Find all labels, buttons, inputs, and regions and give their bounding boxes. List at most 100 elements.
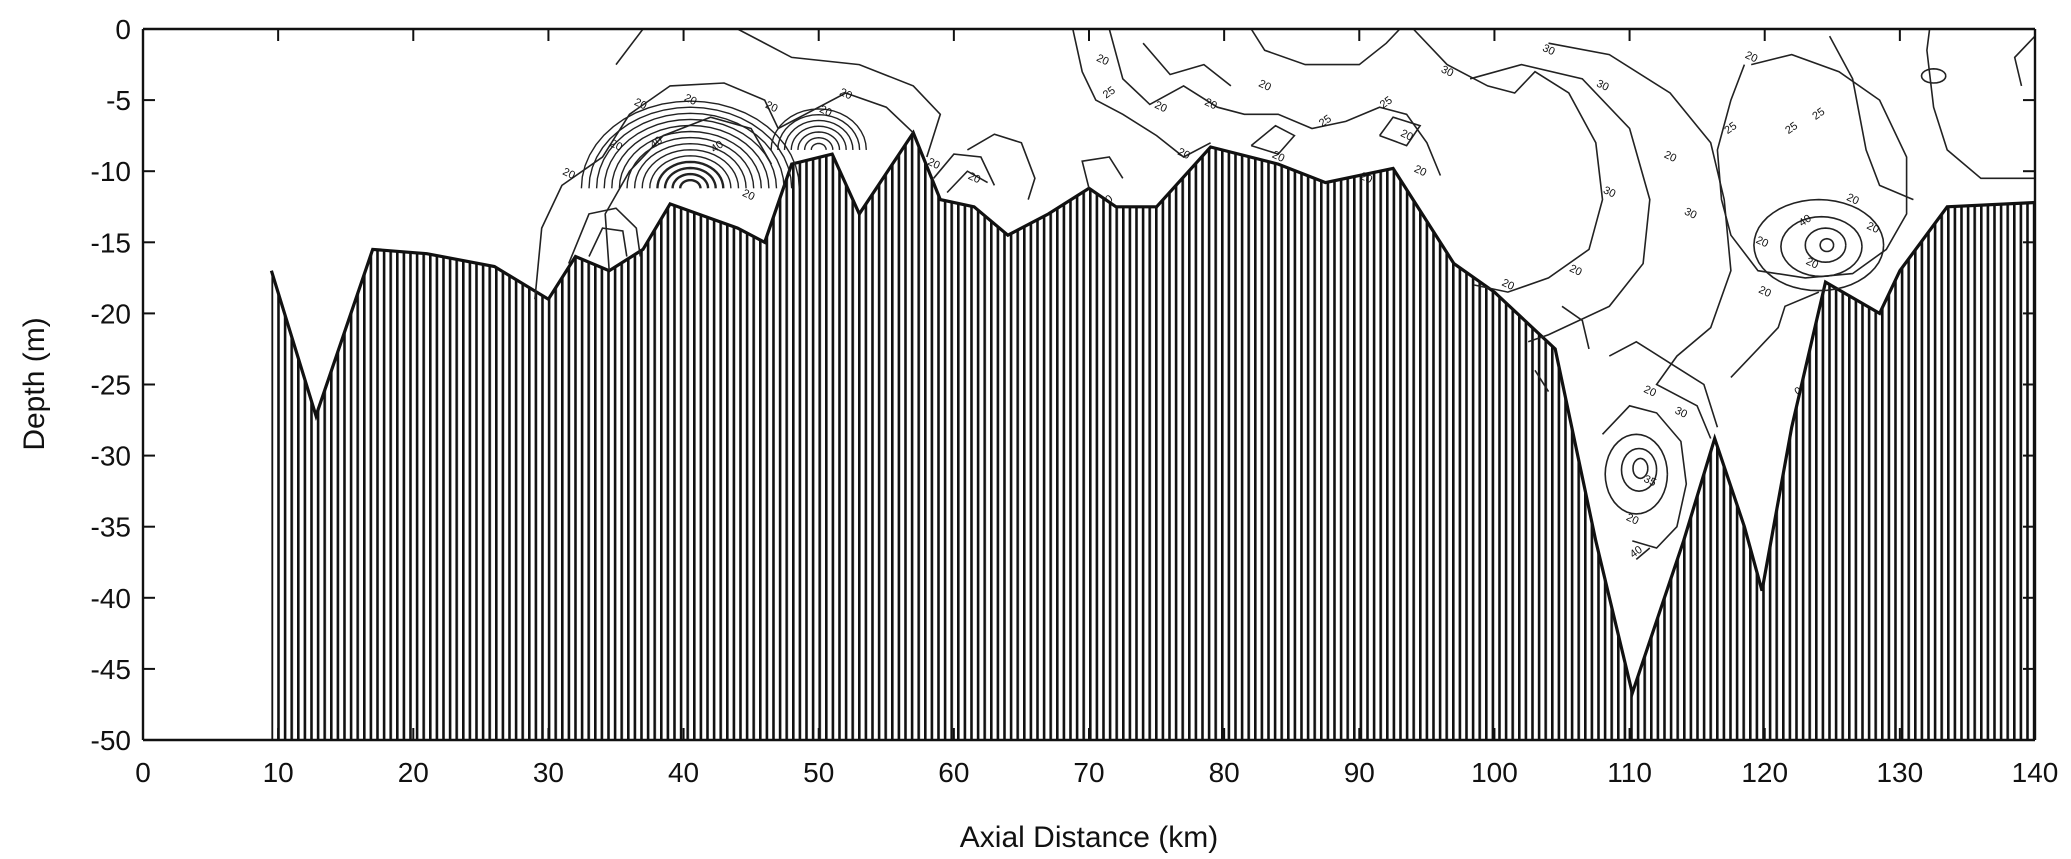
contour-line — [1469, 63, 1651, 343]
y-tick-label: -50 — [91, 725, 131, 756]
y-tick-label: -20 — [91, 298, 131, 329]
contour-level-label: 20 — [1412, 163, 1428, 179]
contour-level-label: 25 — [1810, 106, 1827, 123]
contour-level-label: 40 — [1628, 544, 1645, 561]
contour-line — [2013, 35, 2035, 87]
bathymetry-layer — [269, 129, 2035, 740]
contour-level-label: 20 — [1567, 263, 1583, 279]
contour-line — [1601, 404, 1688, 549]
contour-level-label: 20 — [1845, 191, 1861, 207]
x-tick-label: 30 — [533, 757, 564, 788]
contour-line — [783, 119, 854, 150]
contour-line — [1716, 53, 1908, 279]
contour-level-label: 20 — [608, 137, 624, 153]
contour-line — [534, 82, 914, 300]
contour-line — [1142, 42, 1232, 87]
contour-level-label: 20 — [1500, 277, 1516, 293]
x-tick-label: 80 — [1209, 757, 1240, 788]
contour-level-label: 20 — [682, 92, 698, 108]
contour-level-label: 25 — [1317, 113, 1334, 130]
contour-level-label: 20 — [1743, 49, 1759, 65]
y-tick-label: -30 — [91, 441, 131, 472]
contour-level-label: 20 — [1865, 220, 1881, 236]
contour-level-label: 0 — [1103, 193, 1115, 206]
contour-line — [777, 113, 861, 150]
y-tick-label: -35 — [91, 512, 131, 543]
contour-level-label: 20 — [632, 96, 648, 112]
contour-line — [1108, 29, 1442, 176]
contour-level-label: 35 — [1642, 473, 1658, 489]
contour-line — [1920, 67, 1947, 84]
contour-level-label: 25 — [1783, 120, 1800, 137]
y-tick-label: -25 — [91, 370, 131, 401]
contour-line — [1608, 340, 1719, 428]
x-tick-label: 40 — [668, 757, 699, 788]
contour-line — [618, 130, 762, 189]
contour-line — [1561, 305, 1590, 350]
x-tick-label: 90 — [1344, 757, 1375, 788]
x-tick-label: 70 — [1073, 757, 1104, 788]
x-tick-label: 140 — [2012, 757, 2059, 788]
x-tick-label: 130 — [1876, 757, 1923, 788]
contour-level-label: 20 — [838, 86, 854, 102]
x-tick-label: 0 — [135, 757, 151, 788]
y-tick-label: -45 — [91, 654, 131, 685]
contour-line — [946, 170, 988, 194]
contour-level-label: 20 — [1757, 284, 1773, 300]
contour-line — [1604, 433, 1669, 515]
contour-line — [797, 131, 841, 150]
contour-line — [1753, 198, 1885, 292]
contour-line — [656, 160, 725, 189]
x-tick-label: 50 — [803, 757, 834, 788]
contour-level-label: 30 — [1601, 184, 1617, 200]
contour-line — [1804, 227, 1847, 264]
contour-level-label: 20 — [1642, 383, 1658, 399]
contour-line — [679, 179, 702, 189]
contour-level-label: 20 — [1270, 149, 1286, 165]
contour-line — [1730, 291, 1820, 378]
contour-line — [1620, 447, 1658, 493]
contour-line — [633, 142, 747, 189]
contour-line — [1072, 29, 1211, 158]
contour-level-label: 20 — [1358, 170, 1374, 186]
contour-line — [641, 149, 740, 189]
contour-level-label: 20 — [817, 103, 833, 119]
contour-line — [810, 142, 827, 150]
x-tick-label: 60 — [938, 757, 969, 788]
contour-level-label: 20 — [1624, 511, 1640, 527]
bathymetry-line — [269, 129, 2035, 699]
contour-level-label: 30 — [1673, 405, 1689, 421]
contour-level-label: 40 — [648, 134, 665, 151]
contour-level-label: 25 — [1378, 94, 1395, 111]
contour-line — [603, 118, 778, 189]
contour-line — [770, 108, 867, 150]
contour-line — [803, 136, 834, 150]
contour-line — [604, 116, 773, 271]
contour-level-label: 20 — [561, 166, 577, 182]
contour-level-label: 25 — [1722, 120, 1739, 137]
contour-line — [595, 112, 785, 189]
contour-level-label: 30 — [1540, 42, 1556, 58]
x-tick-label: 10 — [263, 757, 294, 788]
contour-level-label: 20 — [1804, 255, 1820, 271]
contour-level-label: 20 — [1399, 127, 1415, 143]
contour-level-label: 40 — [709, 138, 726, 155]
contour-line — [1780, 215, 1863, 278]
contour-level-label: 20 — [740, 187, 756, 203]
contour-line — [1548, 42, 1732, 439]
contour-level-label: 0 — [1792, 385, 1804, 398]
bathymetry-fill — [271, 132, 2035, 740]
y-axis-ticks: 0 -5 -10 -15 -20 -25 -30 -35 -40 -45 -50 — [91, 14, 2035, 756]
contour-level-label: 20 — [1257, 78, 1273, 94]
contour-line — [626, 136, 755, 189]
y-tick-label: -5 — [106, 85, 131, 116]
x-axis-ticks: 0 10 20 30 40 50 60 70 80 90 100 110 120 130 140 — [135, 29, 2058, 788]
contour-level-label: 30 — [1682, 206, 1698, 222]
contour-level-label: 20 — [1203, 96, 1219, 112]
contour-level-label: 40 — [1797, 212, 1814, 229]
contour-level-label: 30 — [1594, 78, 1610, 94]
contour-line — [1250, 124, 1296, 156]
contour-line — [1819, 237, 1835, 253]
